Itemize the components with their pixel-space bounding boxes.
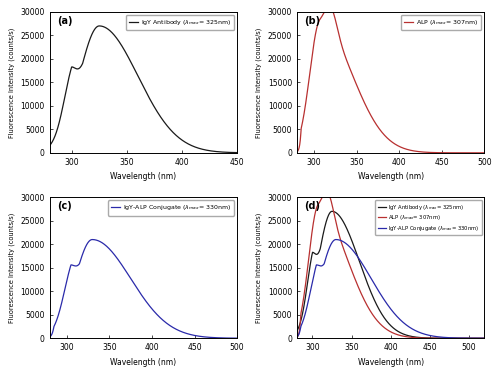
X-axis label: Wavelength (nm): Wavelength (nm) xyxy=(358,358,424,367)
Legend: IgY Antibody ($\lambda_{max}$= 325nm), ALP ($\lambda_{max}$= 307nm), IgY-ALP Con: IgY Antibody ($\lambda_{max}$= 325nm), A… xyxy=(375,200,482,236)
Y-axis label: Fluorescence Intensity (counts/s): Fluorescence Intensity (counts/s) xyxy=(8,213,15,323)
Legend: IgY Antibody ($\lambda_{max}$= 325nm): IgY Antibody ($\lambda_{max}$= 325nm) xyxy=(126,15,234,30)
Text: (c): (c) xyxy=(57,201,72,211)
Legend: ALP ($\lambda_{max}$= 307nm): ALP ($\lambda_{max}$= 307nm) xyxy=(400,15,481,30)
X-axis label: Wavelength (nm): Wavelength (nm) xyxy=(110,172,176,181)
X-axis label: Wavelength (nm): Wavelength (nm) xyxy=(358,172,424,181)
Text: (a): (a) xyxy=(57,16,72,26)
X-axis label: Wavelength (nm): Wavelength (nm) xyxy=(110,358,176,367)
Y-axis label: Fluorescence Intensity (counts/s): Fluorescence Intensity (counts/s) xyxy=(256,27,262,138)
Text: (d): (d) xyxy=(304,201,320,211)
Text: (b): (b) xyxy=(304,16,320,26)
Y-axis label: Fluorescence Intensity (counts/s): Fluorescence Intensity (counts/s) xyxy=(8,27,15,138)
Legend: IgY-ALP Conjugate ($\lambda_{max}$= 330nm): IgY-ALP Conjugate ($\lambda_{max}$= 330n… xyxy=(108,200,234,216)
Y-axis label: Fluorescence Intensity (counts/s): Fluorescence Intensity (counts/s) xyxy=(256,213,262,323)
